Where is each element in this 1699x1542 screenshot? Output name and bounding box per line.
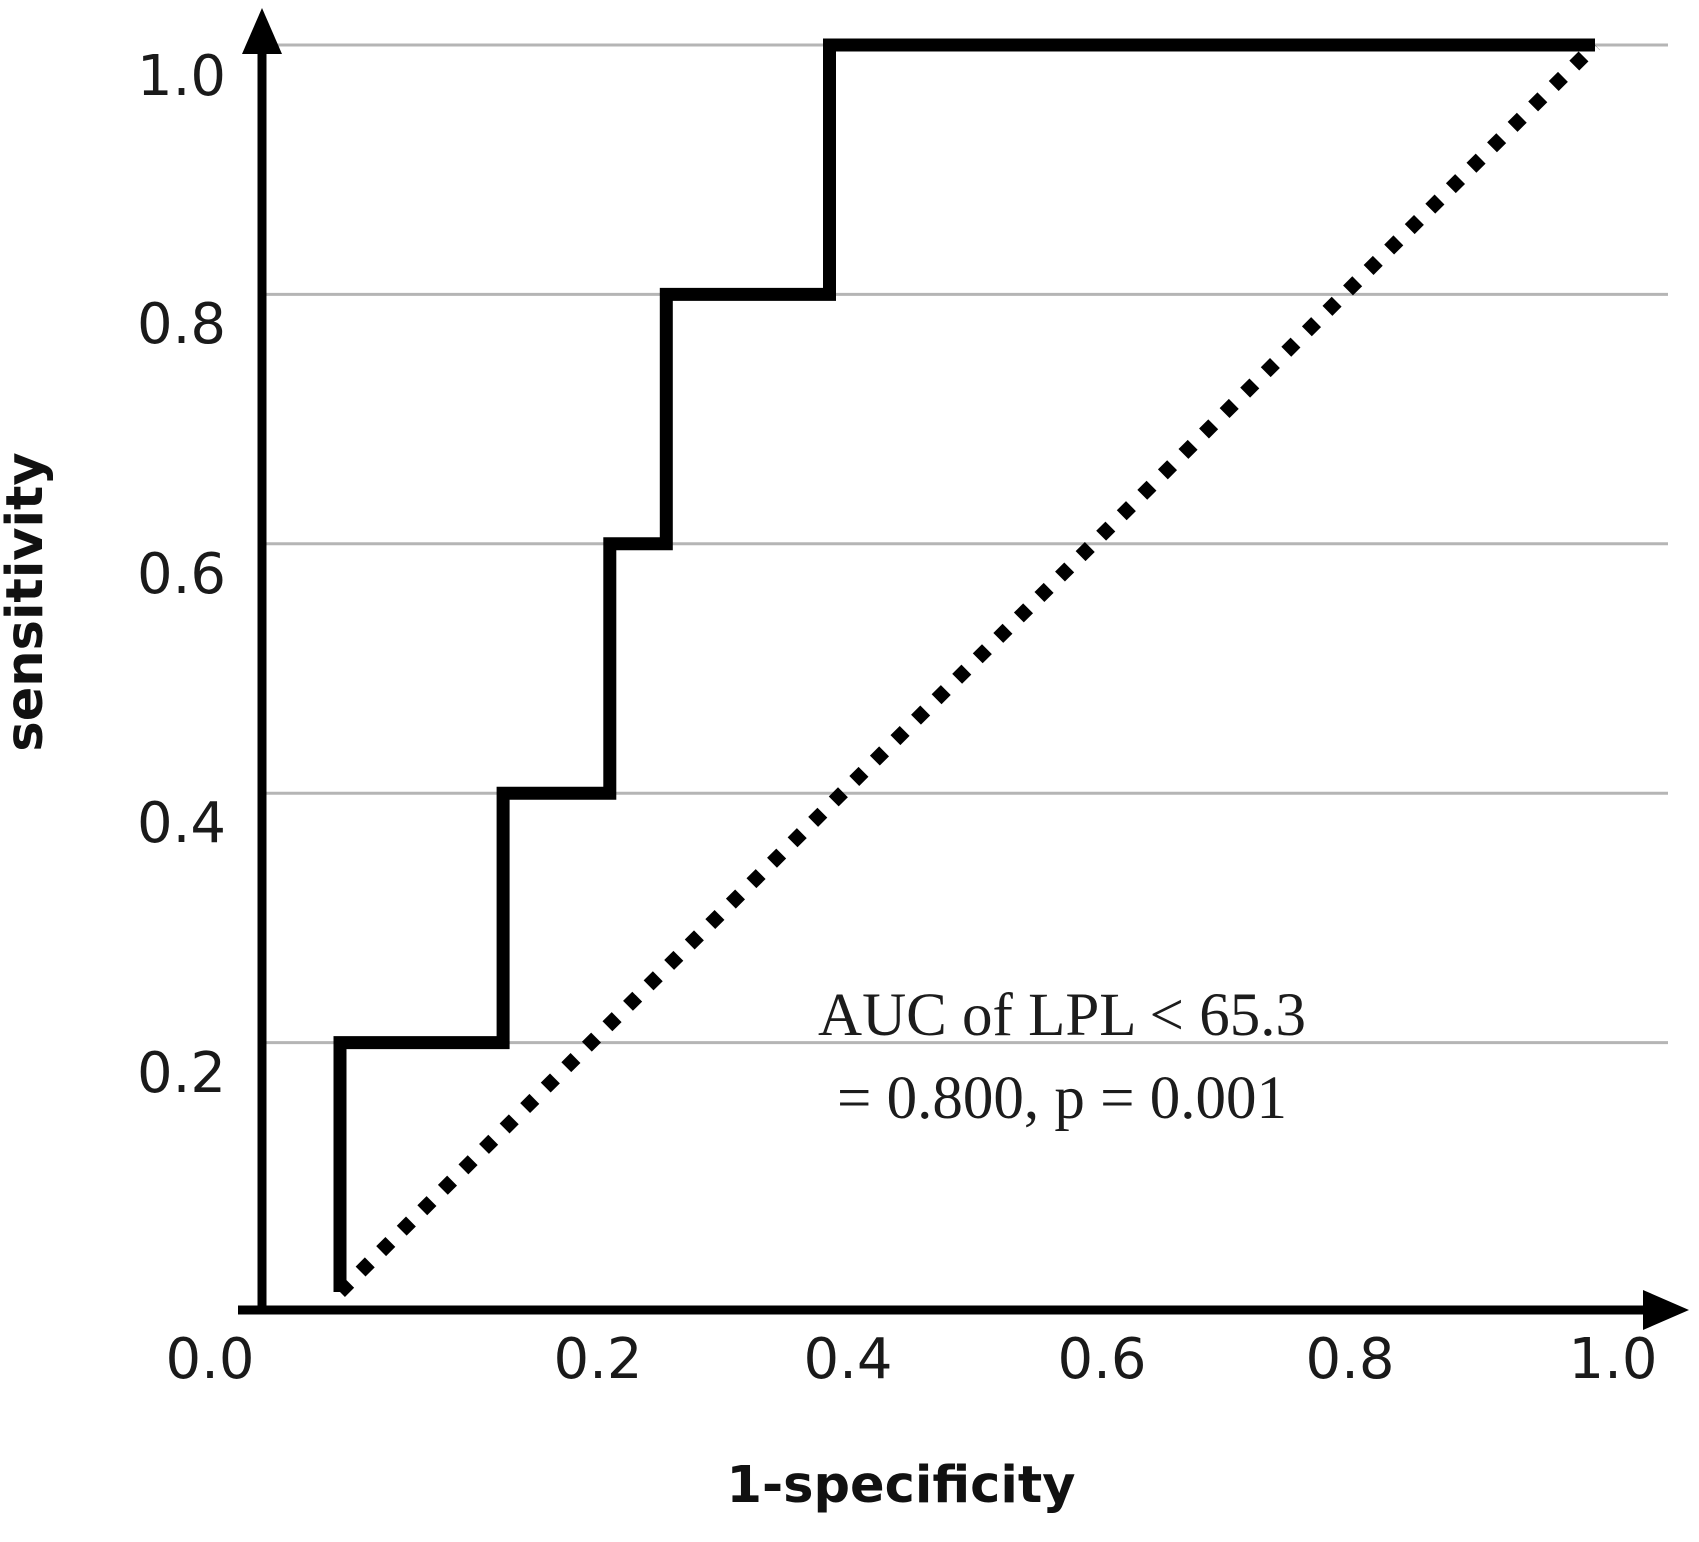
x-tick-0.6: 0.6 [1057,1327,1146,1392]
x-tick-0.4: 0.4 [803,1327,892,1392]
x-tick-0.2: 0.2 [553,1327,642,1392]
reference-diagonal-line [335,40,1600,1297]
y-tick-0.2: 0.2 [137,1041,226,1106]
x-axis-arrow-icon [1643,1290,1689,1330]
x-axis-title: 1-specificity [727,1456,1076,1515]
y-tick-0.4: 0.4 [137,791,226,856]
y-axis-arrow-icon [242,8,282,54]
auc-annotation-line1: AUC of LPL < 65.3 [818,982,1306,1049]
x-tick-1.0: 1.0 [1568,1327,1657,1392]
axes [238,8,1689,1330]
x-tick-labels: 0.0 0.2 0.4 0.6 0.8 1.0 [165,1327,1657,1392]
y-tick-0.8: 0.8 [137,292,226,357]
auc-annotation-line2: = 0.800, p = 0.001 [837,1065,1287,1132]
roc-step-curve [333,38,1595,1292]
y-gridlines [266,43,1668,1045]
auc-annotation: AUC of LPL < 65.3 = 0.800, p = 0.001 [818,982,1306,1132]
y-tick-1.0: 1.0 [137,44,226,109]
x-tick-0.0: 0.0 [165,1327,254,1392]
y-tick-0.6: 0.6 [137,542,226,607]
y-tick-labels: 1.0 0.8 0.6 0.4 0.2 [137,44,226,1106]
y-axis-title: sensitivity [0,452,55,751]
x-tick-0.8: 0.8 [1305,1327,1394,1392]
